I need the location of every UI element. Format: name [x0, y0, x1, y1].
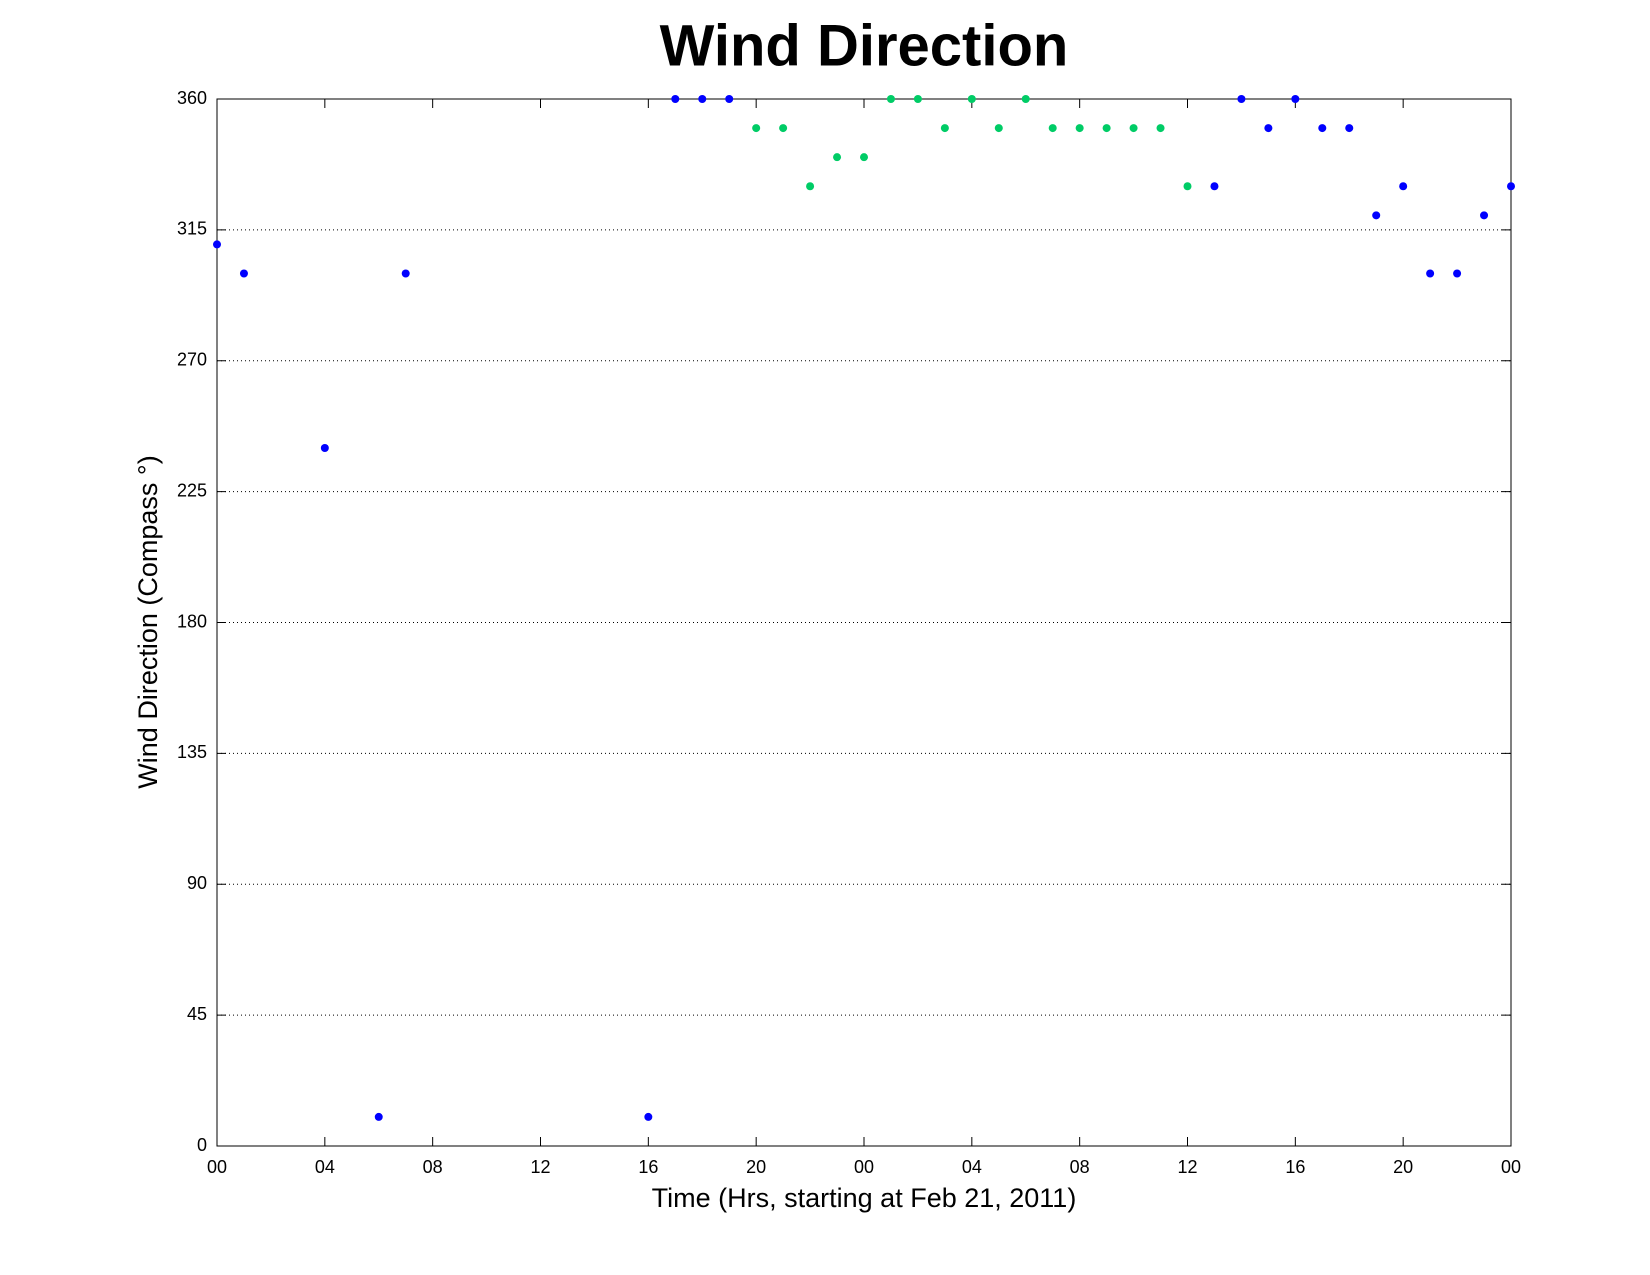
x-tick-label: 00	[207, 1157, 227, 1177]
point	[1210, 182, 1219, 191]
point	[1021, 95, 1030, 103]
point	[752, 124, 761, 133]
x-axis-label: Time (Hrs, starting at Feb 21, 2011)	[652, 1183, 1077, 1213]
point	[698, 95, 707, 103]
point	[1399, 182, 1408, 191]
point	[967, 95, 976, 103]
point	[860, 153, 868, 162]
x-tick-label: 04	[315, 1157, 335, 1177]
point	[833, 153, 842, 162]
point	[1048, 124, 1057, 133]
point	[994, 124, 1003, 133]
point	[1183, 182, 1192, 191]
point	[1480, 211, 1489, 220]
point	[1453, 269, 1462, 278]
point	[1102, 124, 1111, 133]
point	[806, 182, 815, 191]
point	[671, 95, 680, 103]
x-tick-label: 08	[1070, 1157, 1090, 1177]
point	[1075, 124, 1084, 133]
x-tick-label: 00	[1501, 1157, 1521, 1177]
x-tick-label: 12	[1177, 1157, 1197, 1177]
x-tick-label: 04	[962, 1157, 982, 1177]
point	[644, 1112, 653, 1121]
point	[1318, 124, 1327, 133]
y-tick-label: 45	[187, 1004, 207, 1024]
point	[213, 240, 221, 249]
x-tick-label: 20	[746, 1157, 766, 1177]
y-tick-label: 315	[177, 219, 207, 239]
point	[1237, 95, 1246, 103]
point	[940, 124, 949, 133]
point	[913, 95, 922, 103]
point	[320, 444, 329, 452]
point	[1291, 95, 1300, 103]
point	[239, 269, 248, 278]
point	[725, 95, 734, 103]
y-tick-label: 90	[187, 873, 207, 893]
point	[886, 95, 895, 103]
x-tick-label: 16	[638, 1157, 658, 1177]
x-tick-label: 00	[854, 1157, 874, 1177]
y-tick-label: 135	[177, 742, 207, 762]
point	[401, 269, 410, 278]
y-tick-label: 180	[177, 611, 207, 631]
x-tick-label: 12	[530, 1157, 550, 1177]
point	[1345, 124, 1354, 133]
chart-title: Wind Direction	[660, 13, 1069, 78]
x-tick-label: 20	[1393, 1157, 1413, 1177]
y-tick-label: 225	[177, 480, 207, 500]
point	[779, 124, 788, 133]
y-tick-label: 360	[177, 88, 207, 108]
point	[1156, 124, 1165, 133]
y-tick-label: 270	[177, 350, 207, 370]
point	[1372, 211, 1381, 220]
point	[1426, 269, 1435, 278]
y-tick-label: 0	[197, 1135, 207, 1155]
x-tick-label: 16	[1285, 1157, 1305, 1177]
point	[1507, 182, 1515, 191]
x-tick-label: 08	[423, 1157, 443, 1177]
point	[374, 1112, 383, 1121]
point	[1129, 124, 1138, 133]
y-axis-label: Wind Direction (Compass °)	[133, 455, 163, 788]
point	[1264, 124, 1273, 133]
